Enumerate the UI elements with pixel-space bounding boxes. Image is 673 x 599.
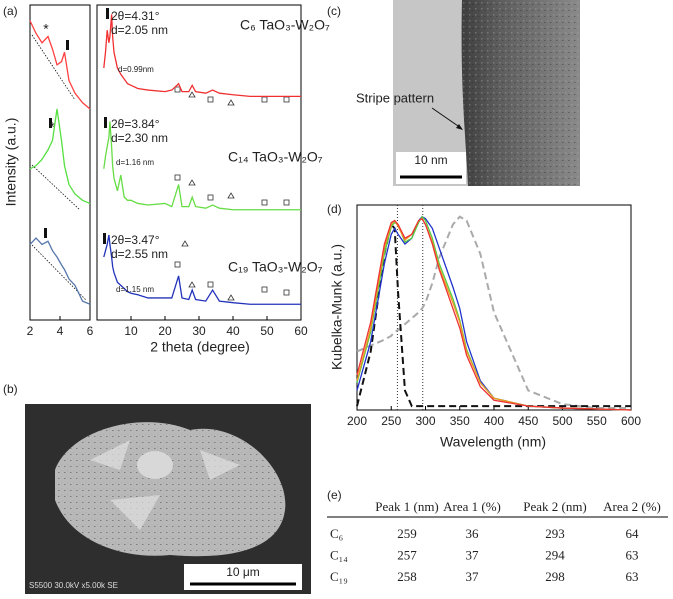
impurity-marker: * — [49, 119, 55, 135]
table-cell: 63 — [626, 569, 639, 584]
scale-label: 10 nm — [414, 153, 447, 167]
d-spacing-label: d=0.99nm — [118, 65, 154, 74]
x-tick-label: 6 — [87, 324, 94, 338]
y-axis-label: Intensity (a.u.) — [3, 118, 19, 207]
x-tick-label: 250 — [381, 414, 401, 428]
d-spacing-label: d=1.16 nm — [116, 158, 154, 167]
series-line — [103, 14, 301, 97]
series-line — [356, 215, 631, 410]
x-axis-label: 2 theta (degree) — [150, 339, 250, 355]
series-line — [356, 217, 632, 411]
x-tick-label: 300 — [415, 414, 435, 428]
y-axis-label: Kubelka-Munk (a.u.) — [329, 244, 345, 370]
d-spacing-label: d=2.30 nm — [111, 131, 168, 145]
series-line — [29, 20, 91, 110]
x-tick-label: 50 — [260, 324, 274, 338]
series-line — [29, 108, 91, 205]
peak-label: 2θ=4.31° — [111, 9, 160, 23]
x-tick-label: 60 — [294, 324, 308, 338]
x-tick-label: 30 — [192, 324, 206, 338]
table-cell: 36 — [466, 526, 480, 541]
table-header: Peak 1 (nm) — [375, 499, 439, 514]
x-tick-label: 2 — [27, 324, 34, 338]
x-tick-label: 550 — [587, 414, 607, 428]
d-spacing-label: d=2.05 nm — [111, 23, 168, 37]
series-label: C₆ TaO₃-W₂O₇ — [240, 17, 330, 33]
series-line — [103, 121, 301, 211]
table-cell: 64 — [626, 526, 640, 541]
table-cell: 293 — [545, 526, 565, 541]
x-axis-label: Wavelength (nm) — [440, 434, 546, 450]
peak-label: 2θ=3.84° — [111, 117, 160, 131]
x-tick-label: 450 — [518, 414, 538, 428]
panel-label: (e) — [327, 488, 342, 502]
table-cell: 298 — [545, 569, 565, 584]
series-label: C₁₉ TaO₃-W₂O₇ — [228, 259, 323, 275]
x-tick-label: 600 — [621, 414, 641, 428]
series-line — [103, 234, 301, 305]
table-cell: C₁₄ — [330, 547, 348, 562]
series-line — [356, 215, 632, 411]
series-label: C₁₄ TaO₃-W₂O₇ — [228, 149, 323, 165]
table-cell: 257 — [397, 547, 417, 562]
scale-label: 10 μm — [226, 565, 260, 579]
tem-image: 10 nm Stripe pattern — [356, 0, 580, 186]
table: Peak 1 (nm) Area 1 (%) Peak 2 (nm) Area 2 (… — [327, 499, 668, 584]
x-tick-label: 200 — [347, 414, 367, 428]
table-cell: C₆ — [330, 526, 343, 541]
table-header: Area 2 (%) — [603, 499, 661, 514]
x-tick-label: 400 — [484, 414, 504, 428]
table-cell: 63 — [626, 547, 639, 562]
series-line — [29, 237, 91, 305]
panel-label: (d) — [327, 202, 342, 216]
table-cell: 37 — [466, 569, 480, 584]
x-tick-label: 10 — [124, 324, 138, 338]
panel-label: (c) — [327, 4, 341, 18]
x-tick-label: 40 — [226, 324, 240, 338]
x-tick-label: 4 — [57, 324, 64, 338]
d-spacing-label: d=2.55 nm — [111, 247, 168, 261]
x-tick-label: 20 — [158, 324, 172, 338]
series-line — [356, 215, 632, 411]
table-cell: C₁₉ — [330, 569, 348, 584]
panel-label: (a) — [3, 4, 18, 18]
tem-annotation: Stripe pattern — [356, 90, 434, 105]
table-header: Area 1 (%) — [443, 499, 501, 514]
table-header: Peak 2 (nm) — [523, 499, 587, 514]
peak-label: 2θ=3.47° — [111, 233, 160, 247]
panel-label: (b) — [3, 382, 18, 396]
table-cell: 294 — [545, 547, 565, 562]
x-tick-label: 350 — [450, 414, 470, 428]
series-line — [356, 217, 632, 411]
sem-image: S5500 30.0kV x5.00k SE 10 μm — [25, 404, 311, 594]
plot-frame — [356, 204, 632, 411]
series-line — [356, 222, 631, 408]
sem-info: S5500 30.0kV x5.00k SE — [29, 581, 118, 590]
table-cell: 37 — [466, 547, 480, 562]
d-spacing-label: d=1.15 nm — [116, 285, 154, 294]
impurity-marker: * — [43, 21, 49, 37]
table-cell: 259 — [397, 526, 417, 541]
x-tick-label: 500 — [552, 414, 572, 428]
table-cell: 258 — [397, 569, 417, 584]
